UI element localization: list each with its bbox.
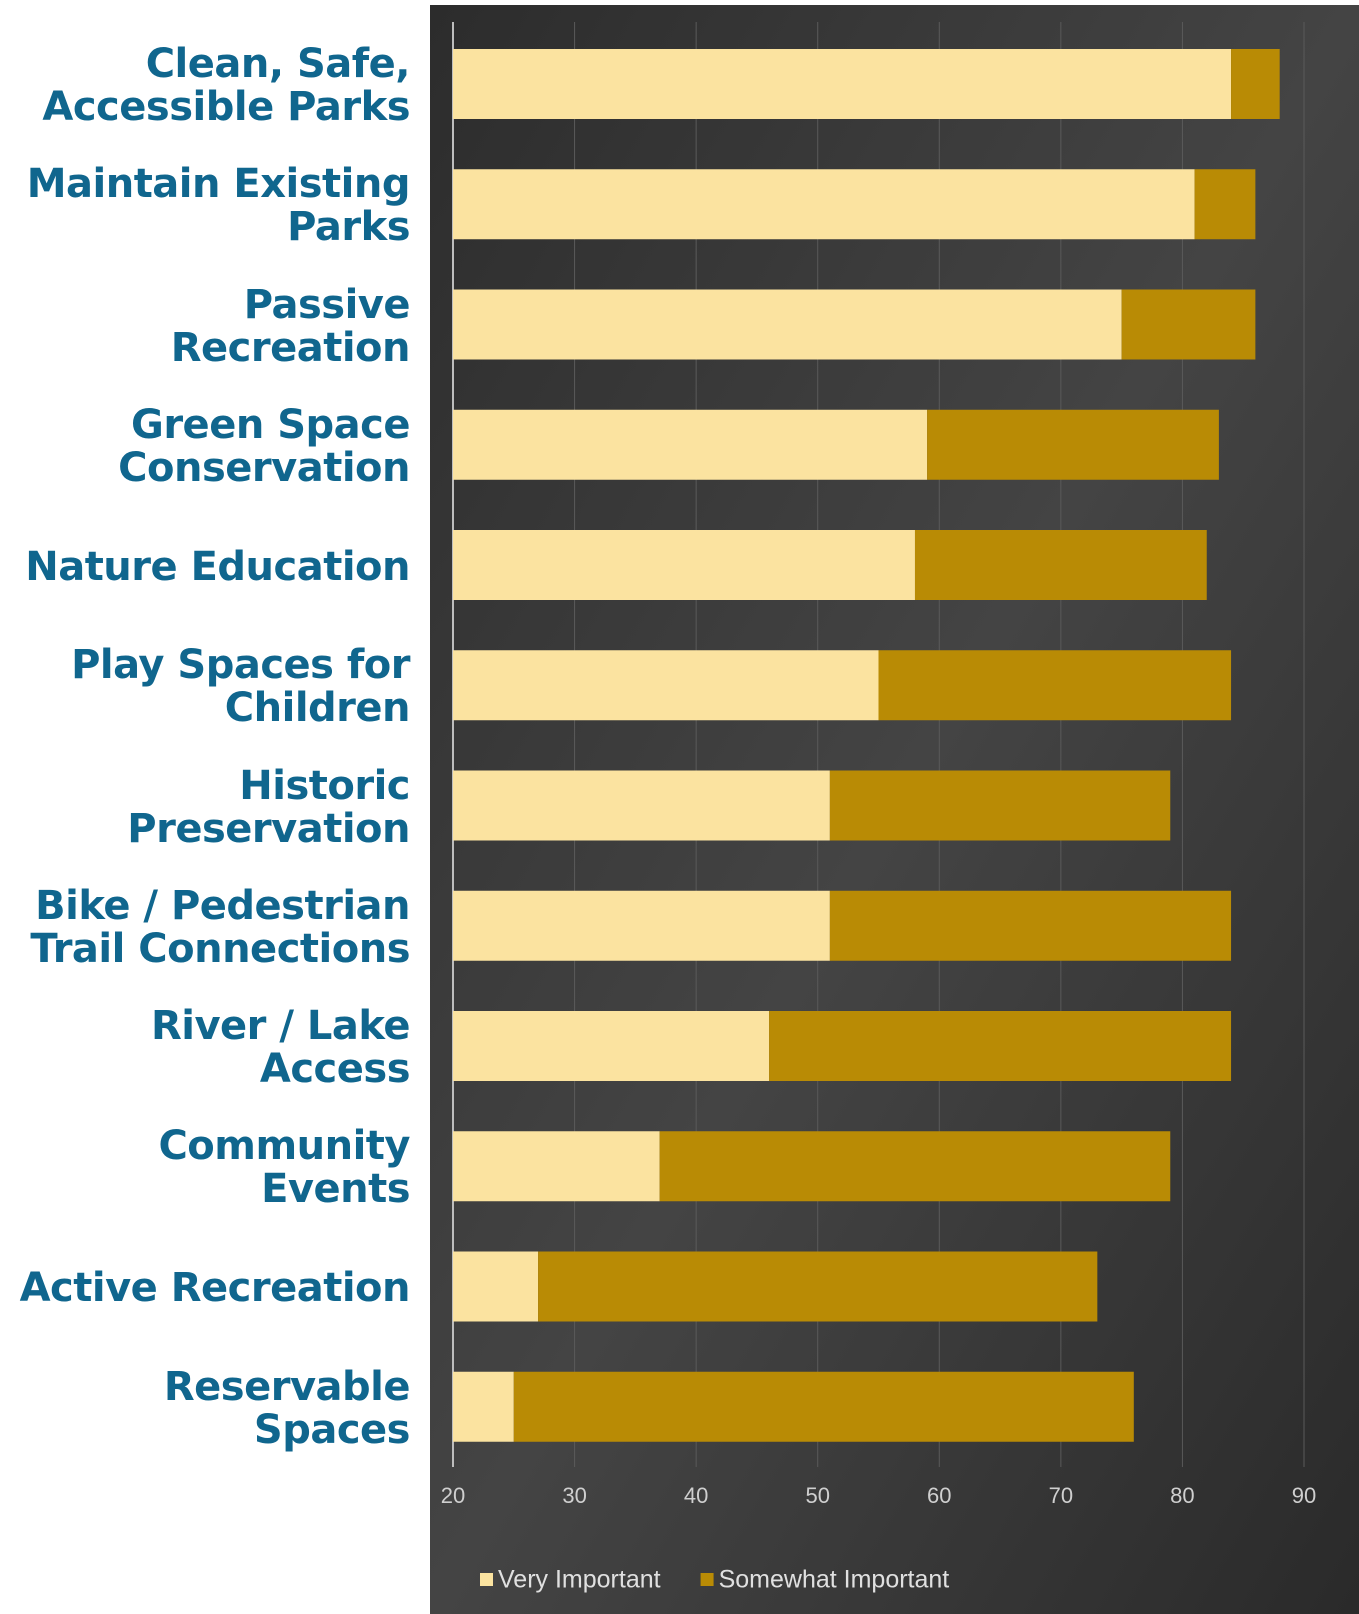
bar-segment [453, 1011, 770, 1081]
x-tick-label: 40 [684, 1483, 708, 1508]
bar-segment [1194, 169, 1256, 240]
bar-segment [453, 770, 830, 841]
category-label: Clean, Safe, Accessible Parks [42, 41, 410, 130]
category-label: Community Events [158, 1123, 410, 1213]
category-label: Green Space Conservation [118, 401, 410, 491]
x-tick-label: 50 [805, 1483, 829, 1508]
bar-segment [453, 650, 879, 721]
category-label: Passive Recreation [170, 281, 411, 371]
bar-segment [927, 409, 1219, 480]
x-tick-label: 30 [562, 1483, 586, 1508]
bar-segment [453, 1371, 514, 1442]
category-label: Bike / Pedestrian Trail Connections [30, 882, 410, 972]
category-label: Maintain Existing Parks [26, 161, 411, 251]
legend-label: Very Important [498, 1566, 661, 1594]
bar-segment [453, 409, 928, 480]
legend-swatch [480, 1573, 493, 1586]
bar-segment [538, 1251, 1098, 1322]
x-tick-label: 20 [441, 1483, 465, 1508]
x-tick-label: 70 [1049, 1483, 1073, 1508]
bar-segment [513, 1371, 1134, 1442]
category-label: Nature Education [25, 543, 410, 590]
bar-segment [769, 1011, 1232, 1081]
bar-segment [453, 289, 1122, 360]
legend-swatch [700, 1573, 714, 1586]
category-label: Historic Preservation [127, 762, 410, 852]
legend-label: Somewhat Important [719, 1566, 950, 1594]
bar-segment [829, 890, 1232, 961]
category-label: River / Lake Access [150, 1003, 411, 1092]
bar-segment [1231, 49, 1280, 119]
x-tick-label: 60 [927, 1483, 951, 1508]
bar-segment [829, 770, 1171, 841]
bar-segment [914, 530, 1207, 600]
bar-segment [453, 1131, 660, 1202]
x-tick-label: 80 [1170, 1483, 1194, 1508]
category-label: Play Spaces for Children [71, 642, 410, 732]
bar-segment [878, 650, 1232, 721]
bar-segment [659, 1131, 1171, 1202]
category-label: Active Recreation [19, 1265, 411, 1311]
x-tick-label: 90 [1292, 1483, 1316, 1508]
bar-segment [1121, 289, 1256, 360]
bar-segment [453, 49, 1232, 119]
category-label: Reservable Spaces [163, 1363, 411, 1453]
bar-segment [453, 530, 915, 600]
bar-segment [453, 890, 830, 961]
bar-segment [453, 169, 1195, 240]
bar-segment [453, 1251, 539, 1322]
